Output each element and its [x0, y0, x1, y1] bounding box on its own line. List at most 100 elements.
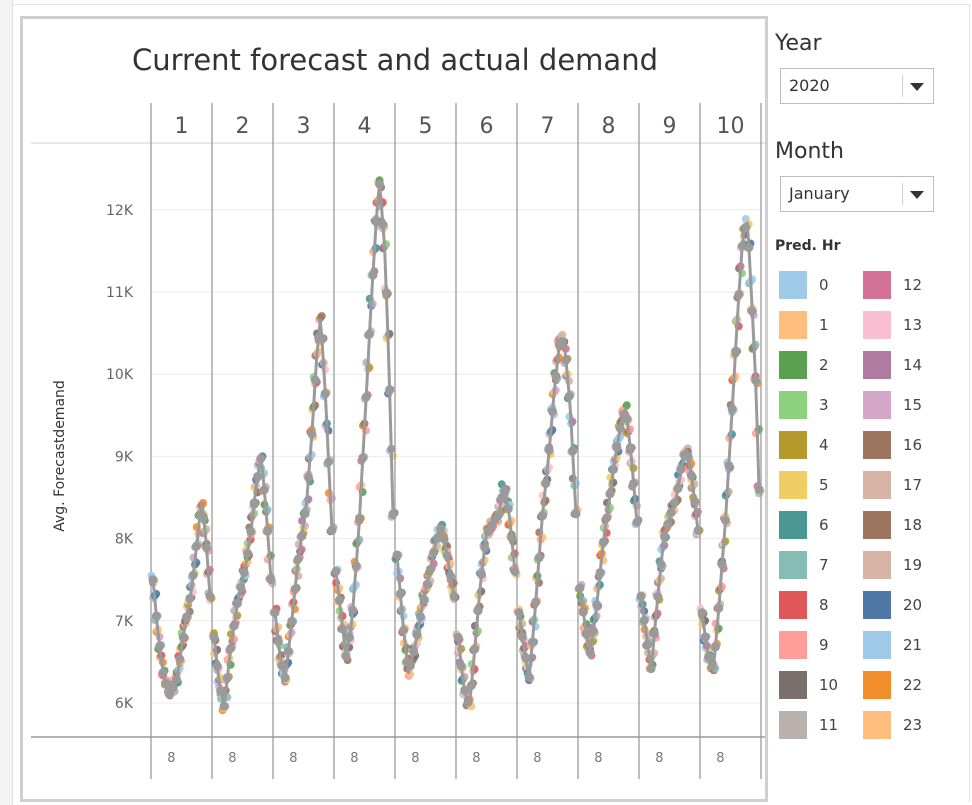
actual-point[interactable] — [344, 632, 354, 642]
actual-point[interactable] — [385, 385, 395, 395]
actual-point[interactable] — [341, 651, 351, 661]
actual-point[interactable] — [209, 632, 219, 642]
actual-point[interactable] — [575, 583, 585, 593]
actual-point[interactable] — [368, 270, 378, 280]
legend-item-13[interactable]: 13 — [859, 305, 943, 345]
chevron-down-icon[interactable] — [910, 191, 924, 199]
actual-point[interactable] — [676, 464, 686, 474]
actual-point[interactable] — [280, 673, 290, 683]
actual-point[interactable] — [517, 632, 527, 642]
actual-point[interactable] — [500, 487, 510, 497]
actual-point[interactable] — [399, 625, 409, 635]
actual-point[interactable] — [639, 615, 649, 625]
actual-point[interactable] — [266, 575, 276, 585]
actual-point[interactable] — [622, 414, 632, 424]
actual-point[interactable] — [263, 526, 273, 536]
actual-point[interactable] — [148, 575, 158, 585]
actual-point[interactable] — [697, 608, 707, 618]
legend-item-2[interactable]: 2 — [775, 345, 859, 385]
actual-point[interactable] — [551, 371, 561, 381]
actual-point[interactable] — [290, 584, 300, 594]
actual-point[interactable] — [514, 608, 524, 618]
actual-point[interactable] — [744, 243, 754, 253]
actual-point[interactable] — [531, 597, 541, 607]
actual-point[interactable] — [493, 510, 503, 520]
actual-point[interactable] — [609, 464, 619, 474]
actual-point[interactable] — [510, 566, 520, 576]
legend-item-3[interactable]: 3 — [775, 385, 859, 425]
actual-point[interactable] — [320, 388, 330, 398]
actual-point[interactable] — [239, 568, 249, 578]
actual-point[interactable] — [636, 591, 646, 601]
year-dropdown[interactable]: 2020 — [780, 68, 934, 104]
actual-point[interactable] — [310, 375, 320, 385]
actual-point[interactable] — [293, 554, 303, 564]
actual-point[interactable] — [588, 626, 598, 636]
actual-point[interactable] — [442, 551, 452, 561]
actual-point[interactable] — [158, 668, 168, 678]
actual-point[interactable] — [629, 478, 639, 488]
actual-point[interactable] — [653, 592, 663, 602]
actual-point[interactable] — [663, 519, 673, 529]
actual-point[interactable] — [178, 632, 188, 642]
forecast-point[interactable] — [558, 330, 567, 339]
actual-point[interactable] — [409, 647, 419, 657]
legend-item-17[interactable]: 17 — [859, 465, 943, 505]
actual-point[interactable] — [612, 443, 622, 453]
actual-point[interactable] — [388, 509, 398, 519]
actual-point[interactable] — [476, 569, 486, 579]
actual-point[interactable] — [548, 407, 558, 417]
actual-point[interactable] — [666, 507, 676, 517]
legend-item-21[interactable]: 21 — [859, 625, 943, 665]
actual-point[interactable] — [358, 453, 368, 463]
actual-point[interactable] — [534, 553, 544, 563]
actual-point[interactable] — [256, 453, 266, 463]
actual-point[interactable] — [541, 478, 551, 488]
actual-point[interactable] — [544, 445, 554, 455]
actual-point[interactable] — [324, 457, 334, 467]
actual-point[interactable] — [632, 517, 642, 527]
actual-point[interactable] — [524, 672, 534, 682]
actual-point[interactable] — [737, 241, 747, 251]
actual-point[interactable] — [453, 632, 463, 642]
actual-point[interactable] — [155, 641, 165, 651]
legend-item-5[interactable]: 5 — [775, 465, 859, 505]
actual-point[interactable] — [598, 537, 608, 547]
actual-point[interactable] — [205, 591, 215, 601]
legend-item-4[interactable]: 4 — [775, 425, 859, 465]
legend-item-14[interactable]: 14 — [859, 345, 943, 385]
actual-point[interactable] — [439, 534, 449, 544]
actual-point[interactable] — [307, 429, 317, 439]
actual-point[interactable] — [426, 564, 436, 574]
actual-point[interactable] — [605, 489, 615, 499]
actual-point[interactable] — [571, 509, 581, 519]
actual-point[interactable] — [578, 607, 588, 617]
actual-point[interactable] — [625, 443, 635, 453]
actual-point[interactable] — [287, 616, 297, 626]
actual-point[interactable] — [686, 470, 696, 480]
legend-item-7[interactable]: 7 — [775, 545, 859, 585]
legend-item-16[interactable]: 16 — [859, 425, 943, 465]
actual-point[interactable] — [463, 697, 473, 707]
forecast-point[interactable] — [317, 312, 326, 321]
actual-point[interactable] — [405, 661, 415, 671]
actual-point[interactable] — [693, 525, 703, 535]
forecast-demand-chart[interactable]: Current forecast and actual demand 6K 7K 8K… — [23, 19, 765, 799]
actual-point[interactable] — [741, 223, 751, 233]
actual-point[interactable] — [649, 629, 659, 639]
actual-point[interactable] — [392, 550, 402, 560]
actual-point[interactable] — [503, 504, 513, 514]
actual-point[interactable] — [202, 543, 212, 553]
actual-point[interactable] — [395, 589, 405, 599]
actual-point[interactable] — [592, 600, 602, 610]
actual-point[interactable] — [429, 547, 439, 557]
actual-point[interactable] — [300, 509, 310, 519]
actual-point[interactable] — [568, 446, 578, 456]
actual-point[interactable] — [673, 484, 683, 494]
actual-point[interactable] — [334, 595, 344, 605]
actual-point[interactable] — [615, 423, 625, 433]
legend-item-19[interactable]: 19 — [859, 545, 943, 585]
actual-point[interactable] — [236, 582, 246, 592]
actual-point[interactable] — [277, 661, 287, 671]
actual-point[interactable] — [480, 543, 490, 553]
